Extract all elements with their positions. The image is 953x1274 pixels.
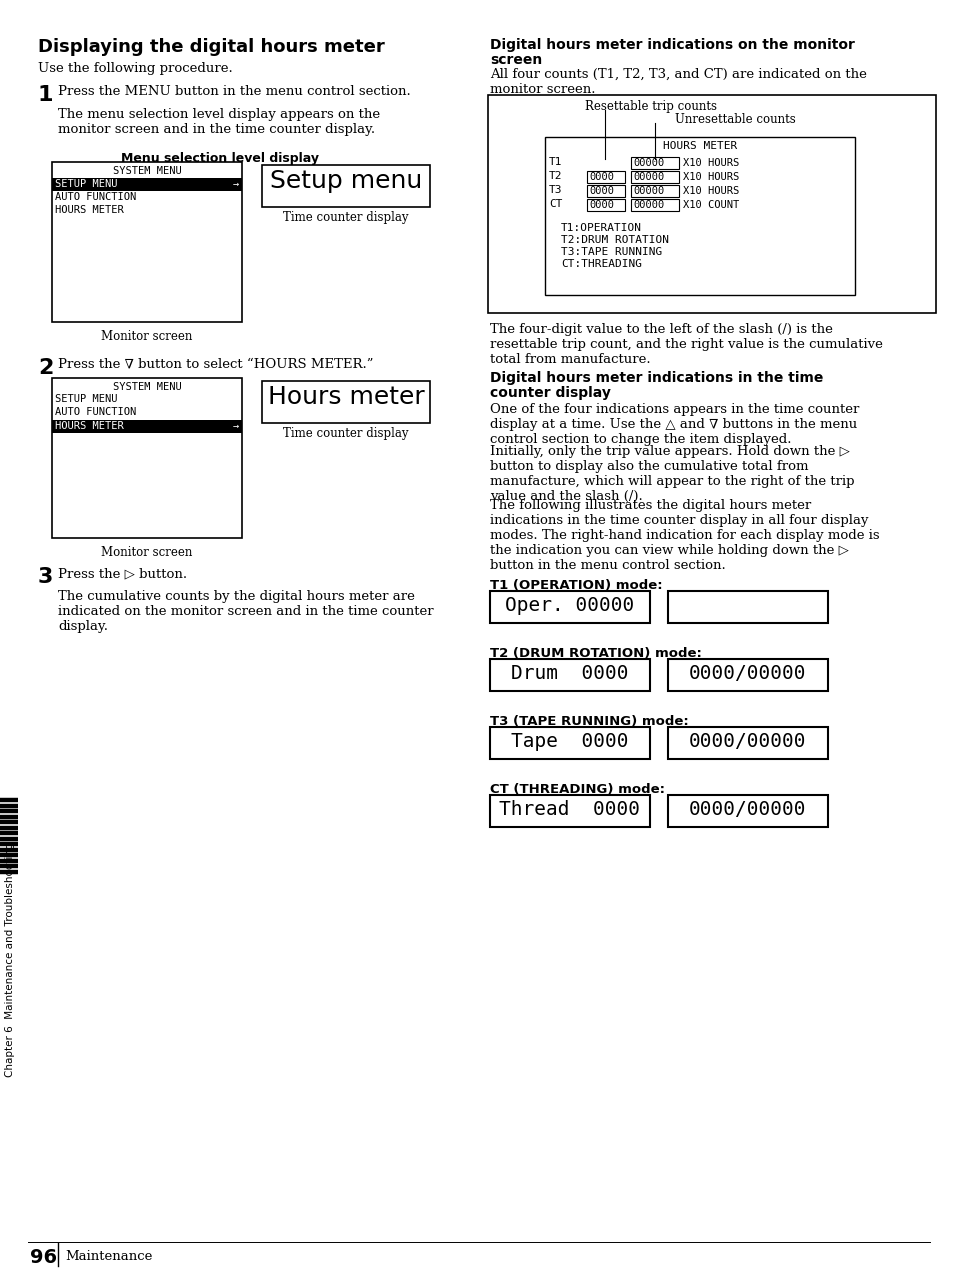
Text: →: → (233, 420, 239, 431)
Bar (667, 591, 827, 623)
Text: Time counter display: Time counter display (283, 211, 408, 224)
Text: Unresettable counts: Unresettable counts (675, 113, 795, 126)
Text: The cumulative counts by the digital hours meter are
indicated on the monitor sc: The cumulative counts by the digital hou… (58, 590, 434, 633)
Text: 0000/00000: 0000/00000 (688, 733, 806, 750)
Bar (52, 162, 242, 322)
Text: X10 COUNT: X10 COUNT (682, 200, 739, 210)
Text: T3 (TAPE RUNNING) mode:: T3 (TAPE RUNNING) mode: (490, 715, 688, 727)
Bar (667, 795, 827, 827)
Text: 0000/00000: 0000/00000 (688, 664, 806, 683)
Text: T2 (DRUM ROTATION) mode:: T2 (DRUM ROTATION) mode: (490, 647, 701, 660)
Text: Hours meter: Hours meter (268, 385, 424, 409)
Text: Displaying the digital hours meter: Displaying the digital hours meter (38, 38, 384, 56)
Text: 96: 96 (30, 1249, 57, 1268)
Text: screen: screen (490, 54, 541, 68)
Text: SYSTEM MENU: SYSTEM MENU (112, 382, 181, 392)
Text: HOURS METER: HOURS METER (55, 205, 124, 215)
Text: The following illustrates the digital hours meter
indications in the time counte: The following illustrates the digital ho… (490, 499, 879, 572)
Text: SETUP MENU: SETUP MENU (55, 180, 117, 189)
Text: Oper. 00000: Oper. 00000 (505, 596, 634, 615)
Text: 3: 3 (38, 567, 53, 587)
Text: T1: T1 (548, 157, 562, 167)
Text: Setup menu: Setup menu (270, 169, 421, 192)
Bar (490, 591, 649, 623)
Text: 00000: 00000 (633, 172, 663, 182)
Text: Use the following procedure.: Use the following procedure. (38, 62, 233, 75)
Text: Press the ▷ button.: Press the ▷ button. (58, 567, 187, 580)
Text: Press the MENU button in the menu control section.: Press the MENU button in the menu contro… (58, 85, 411, 98)
Text: One of the four indications appears in the time counter
display at a time. Use t: One of the four indications appears in t… (490, 403, 859, 446)
Bar (586, 185, 624, 197)
Bar (488, 96, 935, 313)
Text: Digital hours meter indications in the time: Digital hours meter indications in the t… (490, 371, 822, 385)
Text: AUTO FUNCTION: AUTO FUNCTION (55, 406, 136, 417)
Text: All four counts (T1, T2, T3, and CT) are indicated on the
monitor screen.: All four counts (T1, T2, T3, and CT) are… (490, 68, 866, 96)
Text: HOURS METER: HOURS METER (662, 141, 737, 152)
Text: X10 HOURS: X10 HOURS (682, 172, 739, 182)
Text: CT:THREADING: CT:THREADING (560, 259, 641, 269)
Text: Maintenance: Maintenance (65, 1250, 152, 1263)
Text: 0000: 0000 (588, 172, 614, 182)
Text: CT: CT (548, 199, 562, 209)
Text: →: → (233, 180, 239, 189)
Text: 00000: 00000 (633, 158, 663, 168)
Bar (490, 727, 649, 759)
Text: T1 (OPERATION) mode:: T1 (OPERATION) mode: (490, 578, 662, 592)
Bar (667, 659, 827, 691)
Text: 0000: 0000 (588, 200, 614, 210)
Text: X10 HOURS: X10 HOURS (682, 186, 739, 196)
Text: Tape  0000: Tape 0000 (511, 733, 628, 750)
Text: Press the ∇ button to select “HOURS METER.”: Press the ∇ button to select “HOURS METE… (58, 358, 374, 371)
Text: SETUP MENU: SETUP MENU (55, 394, 117, 404)
Text: Drum  0000: Drum 0000 (511, 664, 628, 683)
Text: T3: T3 (548, 185, 562, 195)
Bar (490, 659, 649, 691)
Text: Monitor screen: Monitor screen (101, 330, 193, 343)
Bar (667, 727, 827, 759)
Text: T2:DRUM ROTATION: T2:DRUM ROTATION (560, 234, 668, 245)
Text: Thread  0000: Thread 0000 (499, 800, 639, 819)
Text: AUTO FUNCTION: AUTO FUNCTION (55, 192, 136, 203)
Bar (262, 381, 430, 423)
Text: T2: T2 (548, 171, 562, 181)
Text: T3:TAPE RUNNING: T3:TAPE RUNNING (560, 247, 661, 257)
Text: Initially, only the trip value appears. Hold down the ▷
button to display also t: Initially, only the trip value appears. … (490, 445, 854, 503)
Bar (490, 795, 649, 827)
Text: Chapter 6  Maintenance and Troubleshooting: Chapter 6 Maintenance and Troubleshootin… (5, 842, 15, 1078)
Bar (52, 420, 242, 433)
Text: 00000: 00000 (633, 186, 663, 196)
Text: X10 HOURS: X10 HOURS (682, 158, 739, 168)
Text: The four-digit value to the left of the slash (/) is the
resettable trip count, : The four-digit value to the left of the … (490, 324, 882, 366)
Text: counter display: counter display (490, 386, 610, 400)
Bar (52, 178, 242, 191)
Text: Monitor screen: Monitor screen (101, 547, 193, 559)
Bar (630, 171, 679, 183)
Text: 2: 2 (38, 358, 53, 378)
Text: The menu selection level display appears on the
monitor screen and in the time c: The menu selection level display appears… (58, 108, 379, 136)
Bar (544, 138, 854, 296)
Text: 00000: 00000 (633, 200, 663, 210)
Bar (586, 171, 624, 183)
Bar (52, 378, 242, 538)
Text: 0000/00000: 0000/00000 (688, 800, 806, 819)
Text: Time counter display: Time counter display (283, 427, 408, 440)
Text: SYSTEM MENU: SYSTEM MENU (112, 166, 181, 176)
Bar (630, 157, 679, 169)
Text: CT (THREADING) mode:: CT (THREADING) mode: (490, 784, 664, 796)
Text: 0000: 0000 (588, 186, 614, 196)
Text: 1: 1 (38, 85, 53, 104)
Bar (630, 199, 679, 211)
Text: Resettable trip counts: Resettable trip counts (584, 99, 717, 113)
Bar (262, 166, 430, 206)
Bar (586, 199, 624, 211)
Text: Menu selection level display: Menu selection level display (121, 152, 318, 166)
Text: Digital hours meter indications on the monitor: Digital hours meter indications on the m… (490, 38, 854, 52)
Text: T1:OPERATION: T1:OPERATION (560, 223, 641, 233)
Bar (630, 185, 679, 197)
Text: HOURS METER: HOURS METER (55, 420, 124, 431)
